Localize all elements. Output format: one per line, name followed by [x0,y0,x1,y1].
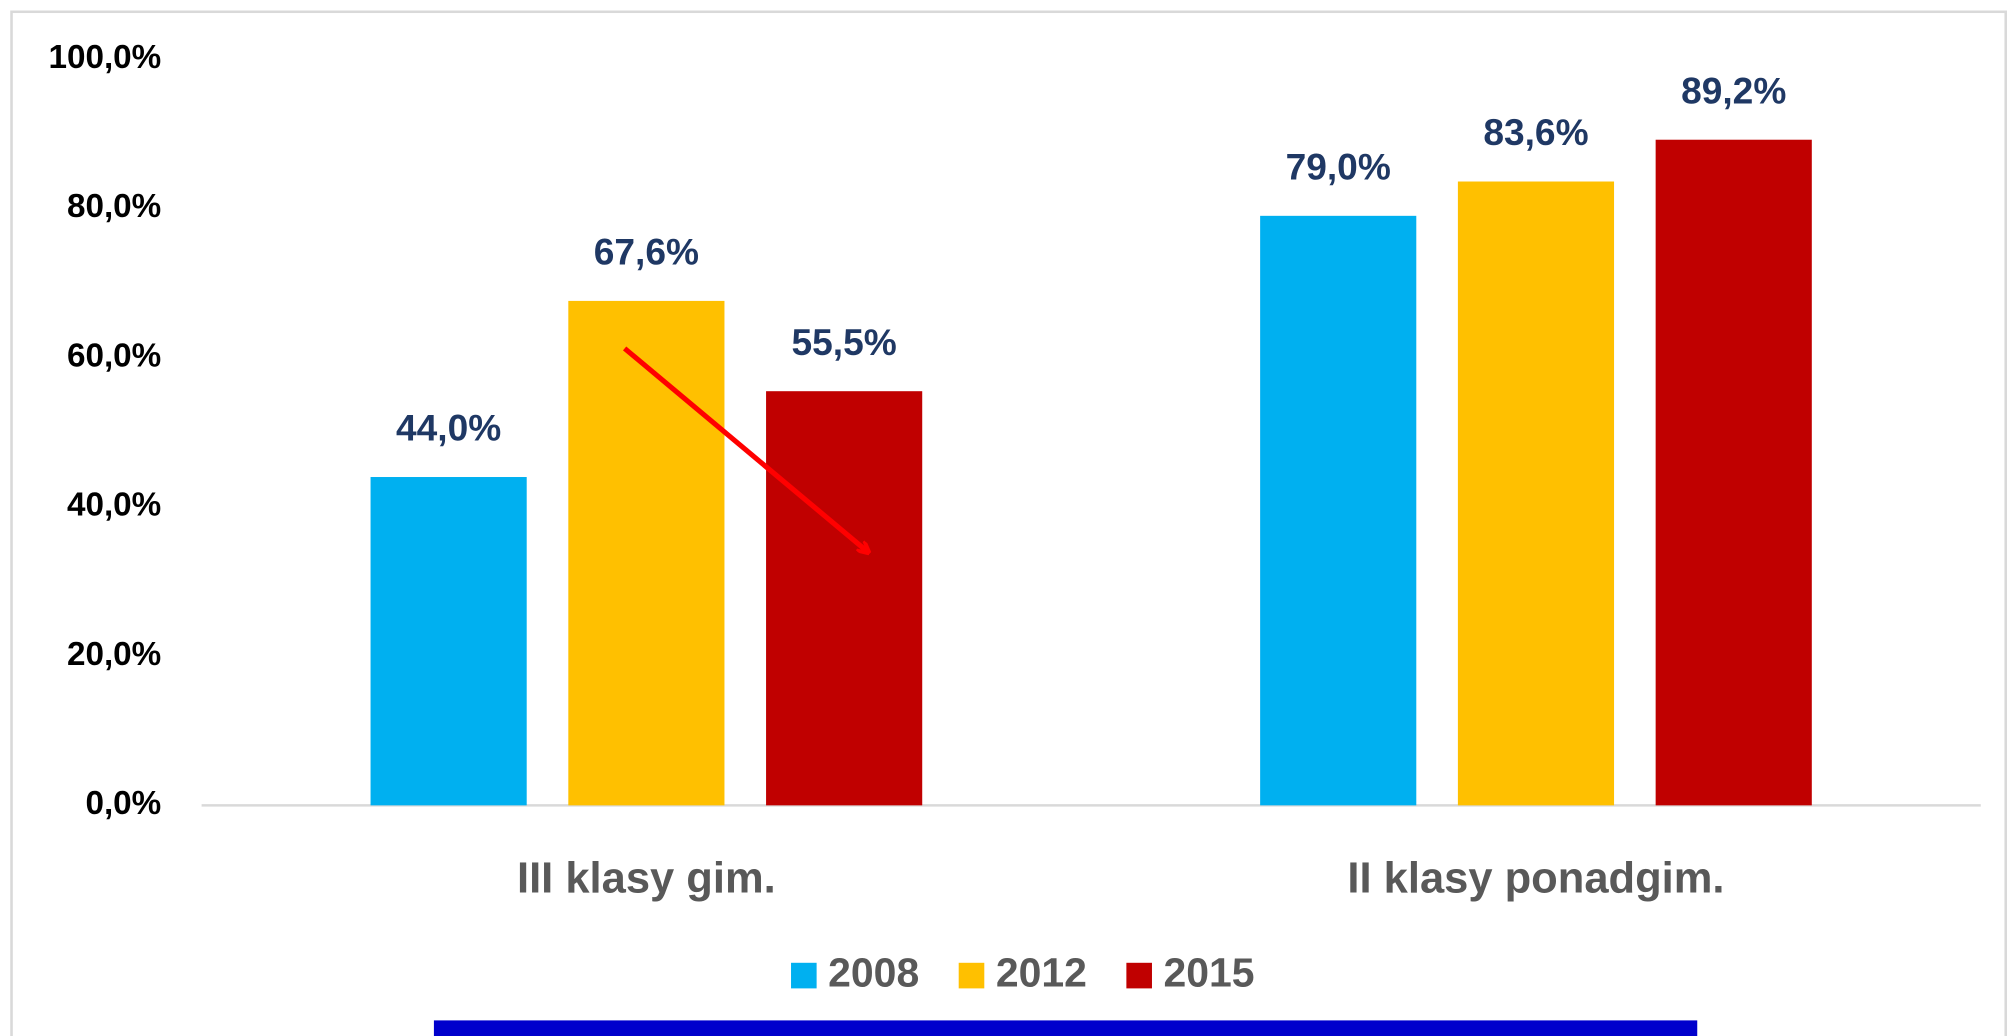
bar [766,391,923,806]
bar [1260,215,1417,806]
legend-swatch [958,962,985,989]
y-tick-label: 60,0% [67,337,161,374]
y-tick-label: 80,0% [67,188,161,225]
y-tick-label: 0,0% [85,785,161,822]
value-label: 83,6% [1483,111,1588,153]
bar [568,300,725,806]
legend-label: 2012 [996,949,1087,995]
y-tick-label: 20,0% [67,636,161,673]
value-label: 79,0% [1286,146,1391,188]
footer-bar [433,1020,1698,1036]
plot-area: 0,0% 20,0% 40,0% 60,0% 80,0% 100,0% III klasy … [48,39,1981,995]
bar [1457,181,1615,806]
legend-label: 2008 [828,949,919,995]
x-tick-label: II klasy ponadgim. [1347,854,1724,902]
value-label: 55,5% [792,321,897,363]
bar [1655,139,1812,806]
value-label: 44,0% [396,407,501,449]
chart-border [10,10,2007,1036]
value-label: 67,6% [594,231,699,273]
bar [370,477,527,806]
y-tick-label: 40,0% [67,487,161,524]
legend-label: 2015 [1163,949,1254,995]
trend-arrow [622,346,868,552]
legend-swatch [791,962,817,989]
value-label: 89,2% [1681,69,1786,111]
legend-swatch [1126,962,1152,989]
x-tick-label: III klasy gim. [517,854,776,902]
y-tick-label: 100,0% [48,39,161,76]
